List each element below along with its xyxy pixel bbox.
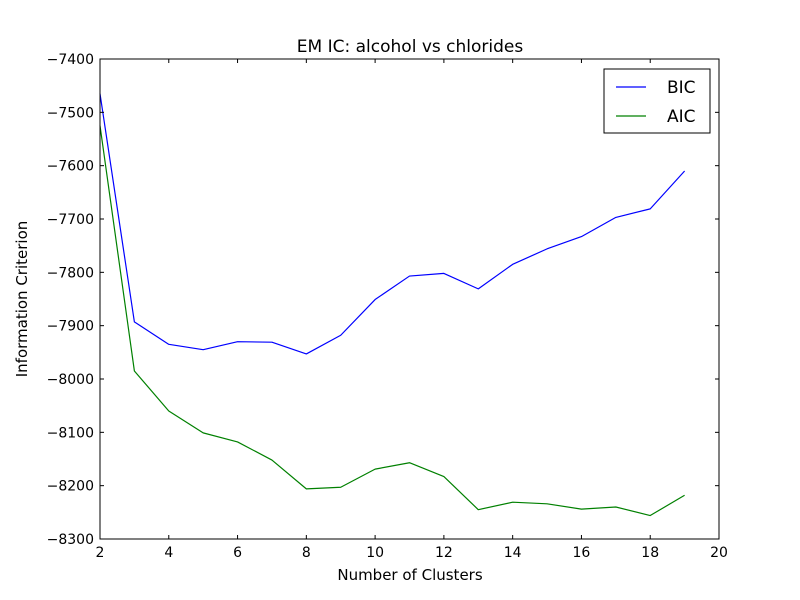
series-line-bic [99,93,686,355]
y-axis-label: Information Criterion [13,221,31,378]
y-tick-label: −8200 [47,479,94,495]
x-tick-label: 4 [164,545,173,561]
x-tick-label: 12 [435,545,453,561]
x-axis-label: Number of Clusters [337,566,482,584]
x-tick-label: 2 [96,545,105,561]
y-axis: −7400 −7500 −7600 −7700 −7800 −7900 −8000 −8100… [47,52,719,548]
x-tick-label: 18 [641,545,659,561]
y-tick-label: −8300 [47,532,94,548]
y-tick-label: −7900 [47,319,94,335]
x-tick-label: 14 [504,545,522,561]
legend-box [603,68,711,134]
x-tick-label: 8 [302,545,311,561]
y-tick-label: −8000 [47,372,94,388]
x-axis: 2 4 6 8 10 12 14 16 18 20 [96,59,728,561]
x-tick-label: 20 [710,545,728,561]
y-tick-label: −7800 [47,265,94,281]
plot-frame [99,58,720,540]
y-tick-label: −7600 [47,159,94,175]
y-tick-label: −7400 [47,52,94,68]
chart-title: EM IC: alcohol vs chlorides [297,37,524,57]
y-tick-label: −7700 [47,212,94,228]
y-tick-label: −7500 [47,105,94,121]
x-tick-label: 6 [233,545,242,561]
legend-label-bic: BIC [667,78,696,98]
legend: BIC AIC [603,68,711,134]
x-tick-label: 10 [366,545,384,561]
y-tick-label: −8100 [47,425,94,441]
x-tick-label: 16 [573,545,591,561]
series-line-aic [99,125,685,517]
legend-label-aic: AIC [667,107,696,127]
series-layer [99,93,686,517]
